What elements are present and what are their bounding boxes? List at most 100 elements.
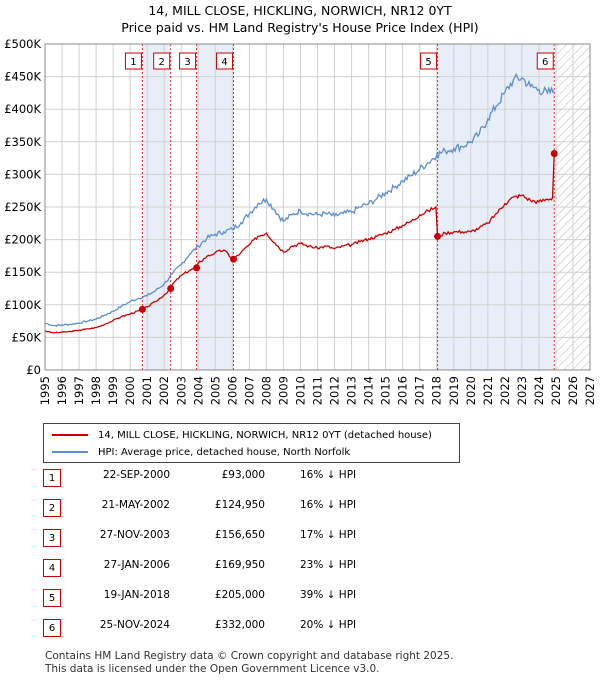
sale-point-marker bbox=[230, 255, 238, 263]
y-tick-label: £0 bbox=[26, 363, 41, 377]
sale-number-label: 6 bbox=[542, 57, 548, 68]
table-row: 6 25-NOV-2024 £332,000 20% ↓ HPI bbox=[0, 619, 600, 641]
transaction-price: £156,650 bbox=[214, 529, 265, 541]
x-tick-label: 2027 bbox=[583, 376, 597, 405]
transaction-date: 22-SEP-2000 bbox=[102, 469, 170, 481]
transaction-date: 25-NOV-2024 bbox=[99, 619, 170, 631]
x-tick-label: 1998 bbox=[89, 376, 103, 405]
y-tick-label: £300K bbox=[4, 167, 41, 181]
transaction-hpi-diff: 16% ↓ HPI bbox=[300, 469, 357, 481]
table-row: 3 27-NOV-2003 £156,650 17% ↓ HPI bbox=[0, 529, 600, 551]
hpi-series-line bbox=[45, 72, 555, 327]
x-tick-label: 1997 bbox=[72, 376, 86, 405]
sale-number-label: 4 bbox=[221, 57, 227, 68]
sale-number-label: 1 bbox=[130, 57, 136, 68]
chart-legend: 14, MILL CLOSE, HICKLING, NORWICH, NR12 … bbox=[43, 423, 460, 463]
x-tick-label: 2022 bbox=[498, 376, 512, 405]
x-tick-label: 1996 bbox=[55, 376, 69, 405]
x-tick-label: 2024 bbox=[532, 376, 546, 405]
x-tick-label: 2026 bbox=[566, 376, 580, 405]
transaction-price: £169,950 bbox=[214, 559, 265, 571]
x-tick-label: 2004 bbox=[191, 376, 205, 405]
legend-hpi-line-icon bbox=[52, 451, 88, 453]
y-tick-label: £500K bbox=[4, 37, 41, 51]
transaction-marker: 3 bbox=[43, 529, 61, 547]
table-row: 4 27-JAN-2006 £169,950 23% ↓ HPI bbox=[0, 559, 600, 581]
chart-title: 14, MILL CLOSE, HICKLING, NORWICH, NR12 … bbox=[148, 3, 452, 18]
x-tick-label: 2012 bbox=[328, 376, 342, 405]
y-tick-label: £150K bbox=[4, 265, 41, 279]
x-tick-label: 2015 bbox=[379, 376, 393, 405]
transaction-price: £124,950 bbox=[214, 499, 265, 511]
x-tick-label: 2002 bbox=[157, 376, 171, 405]
sale-point-marker bbox=[193, 264, 201, 272]
x-tick-label: 2006 bbox=[225, 376, 239, 405]
sale-point-marker bbox=[167, 285, 175, 293]
transaction-hpi-diff: 17% ↓ HPI bbox=[300, 529, 357, 541]
x-tick-label: 1995 bbox=[38, 376, 52, 405]
sale-number-box bbox=[179, 52, 197, 70]
x-tick-label: 2003 bbox=[174, 376, 188, 405]
x-tick-label: 2013 bbox=[345, 376, 359, 405]
transaction-date: 21-MAY-2002 bbox=[101, 499, 170, 511]
legend-hpi-label: HPI: Average price, detached house, Nort… bbox=[98, 446, 351, 458]
x-tick-label: 2023 bbox=[515, 376, 529, 405]
transaction-date: 27-NOV-2003 bbox=[99, 529, 170, 541]
sale-number-box bbox=[153, 52, 171, 70]
x-tick-label: 2009 bbox=[276, 376, 290, 405]
transaction-hpi-diff: 16% ↓ HPI bbox=[300, 499, 357, 511]
transaction-hpi-diff: 39% ↓ HPI bbox=[300, 589, 357, 601]
y-tick-label: £350K bbox=[4, 135, 41, 149]
chart-subtitle: Price paid vs. HM Land Registry's House … bbox=[121, 20, 479, 35]
sale-number-box bbox=[124, 52, 142, 70]
footer-licence: This data is licensed under the Open Gov… bbox=[45, 663, 380, 675]
x-tick-label: 2010 bbox=[293, 376, 307, 405]
x-tick-label: 2016 bbox=[396, 376, 410, 405]
transaction-price: £93,000 bbox=[221, 469, 265, 481]
sale-number-label: 5 bbox=[425, 57, 431, 68]
sale-point-marker bbox=[550, 150, 558, 158]
sale-number-box bbox=[216, 52, 234, 70]
table-row: 5 19-JAN-2018 £205,000 39% ↓ HPI bbox=[0, 589, 600, 611]
x-tick-label: 2001 bbox=[140, 376, 154, 405]
x-tick-label: 2000 bbox=[123, 376, 137, 405]
sale-number-box bbox=[536, 52, 554, 70]
x-tick-label: 2008 bbox=[259, 376, 273, 405]
transaction-marker: 6 bbox=[43, 619, 61, 637]
transaction-date: 27-JAN-2006 bbox=[103, 559, 170, 571]
y-tick-label: £50K bbox=[12, 330, 42, 344]
x-tick-label: 2018 bbox=[430, 376, 444, 405]
transaction-hpi-diff: 23% ↓ HPI bbox=[300, 559, 357, 571]
sale-number-label: 3 bbox=[184, 57, 190, 68]
price-chart: 1 2 3 4 5 6 £0 £50K £100K £150K £200K £250K £300K £35… bbox=[4, 37, 597, 405]
legend-item-hpi: HPI: Average price, detached house, Nort… bbox=[52, 444, 350, 460]
plot-frame bbox=[44, 43, 591, 371]
sale-point-marker bbox=[138, 305, 146, 313]
x-tick-label: 2017 bbox=[413, 376, 427, 405]
table-row: 1 22-SEP-2000 £93,000 16% ↓ HPI bbox=[0, 469, 600, 491]
x-tick-label: 2019 bbox=[447, 376, 461, 405]
sale-point-marker bbox=[434, 232, 442, 240]
y-tick-label: £250K bbox=[4, 200, 41, 214]
x-tick-label: 2021 bbox=[481, 376, 495, 405]
x-tick-label: 2025 bbox=[549, 376, 563, 405]
y-tick-label: £400K bbox=[4, 102, 41, 116]
transaction-marker: 2 bbox=[43, 499, 61, 517]
legend-item-property: 14, MILL CLOSE, HICKLING, NORWICH, NR12 … bbox=[52, 427, 432, 443]
transaction-hpi-diff: 20% ↓ HPI bbox=[300, 619, 357, 631]
legend-property-label: 14, MILL CLOSE, HICKLING, NORWICH, NR12 … bbox=[98, 429, 432, 441]
y-tick-label: £100K bbox=[4, 298, 41, 312]
sale-number-box bbox=[420, 52, 438, 70]
x-tick-label: 2005 bbox=[208, 376, 222, 405]
transaction-marker: 5 bbox=[43, 589, 61, 607]
x-tick-label: 2007 bbox=[242, 376, 256, 405]
sale-number-label: 2 bbox=[159, 57, 165, 68]
legend-property-line-icon bbox=[52, 434, 88, 436]
transaction-price: £332,000 bbox=[214, 619, 265, 631]
footer-copyright: Contains HM Land Registry data © Crown c… bbox=[45, 650, 454, 662]
y-tick-label: £200K bbox=[4, 233, 41, 247]
table-row: 2 21-MAY-2002 £124,950 16% ↓ HPI bbox=[0, 499, 600, 521]
x-tick-label: 2014 bbox=[362, 376, 376, 405]
x-tick-label: 2020 bbox=[464, 376, 478, 405]
transaction-marker: 1 bbox=[43, 469, 61, 487]
